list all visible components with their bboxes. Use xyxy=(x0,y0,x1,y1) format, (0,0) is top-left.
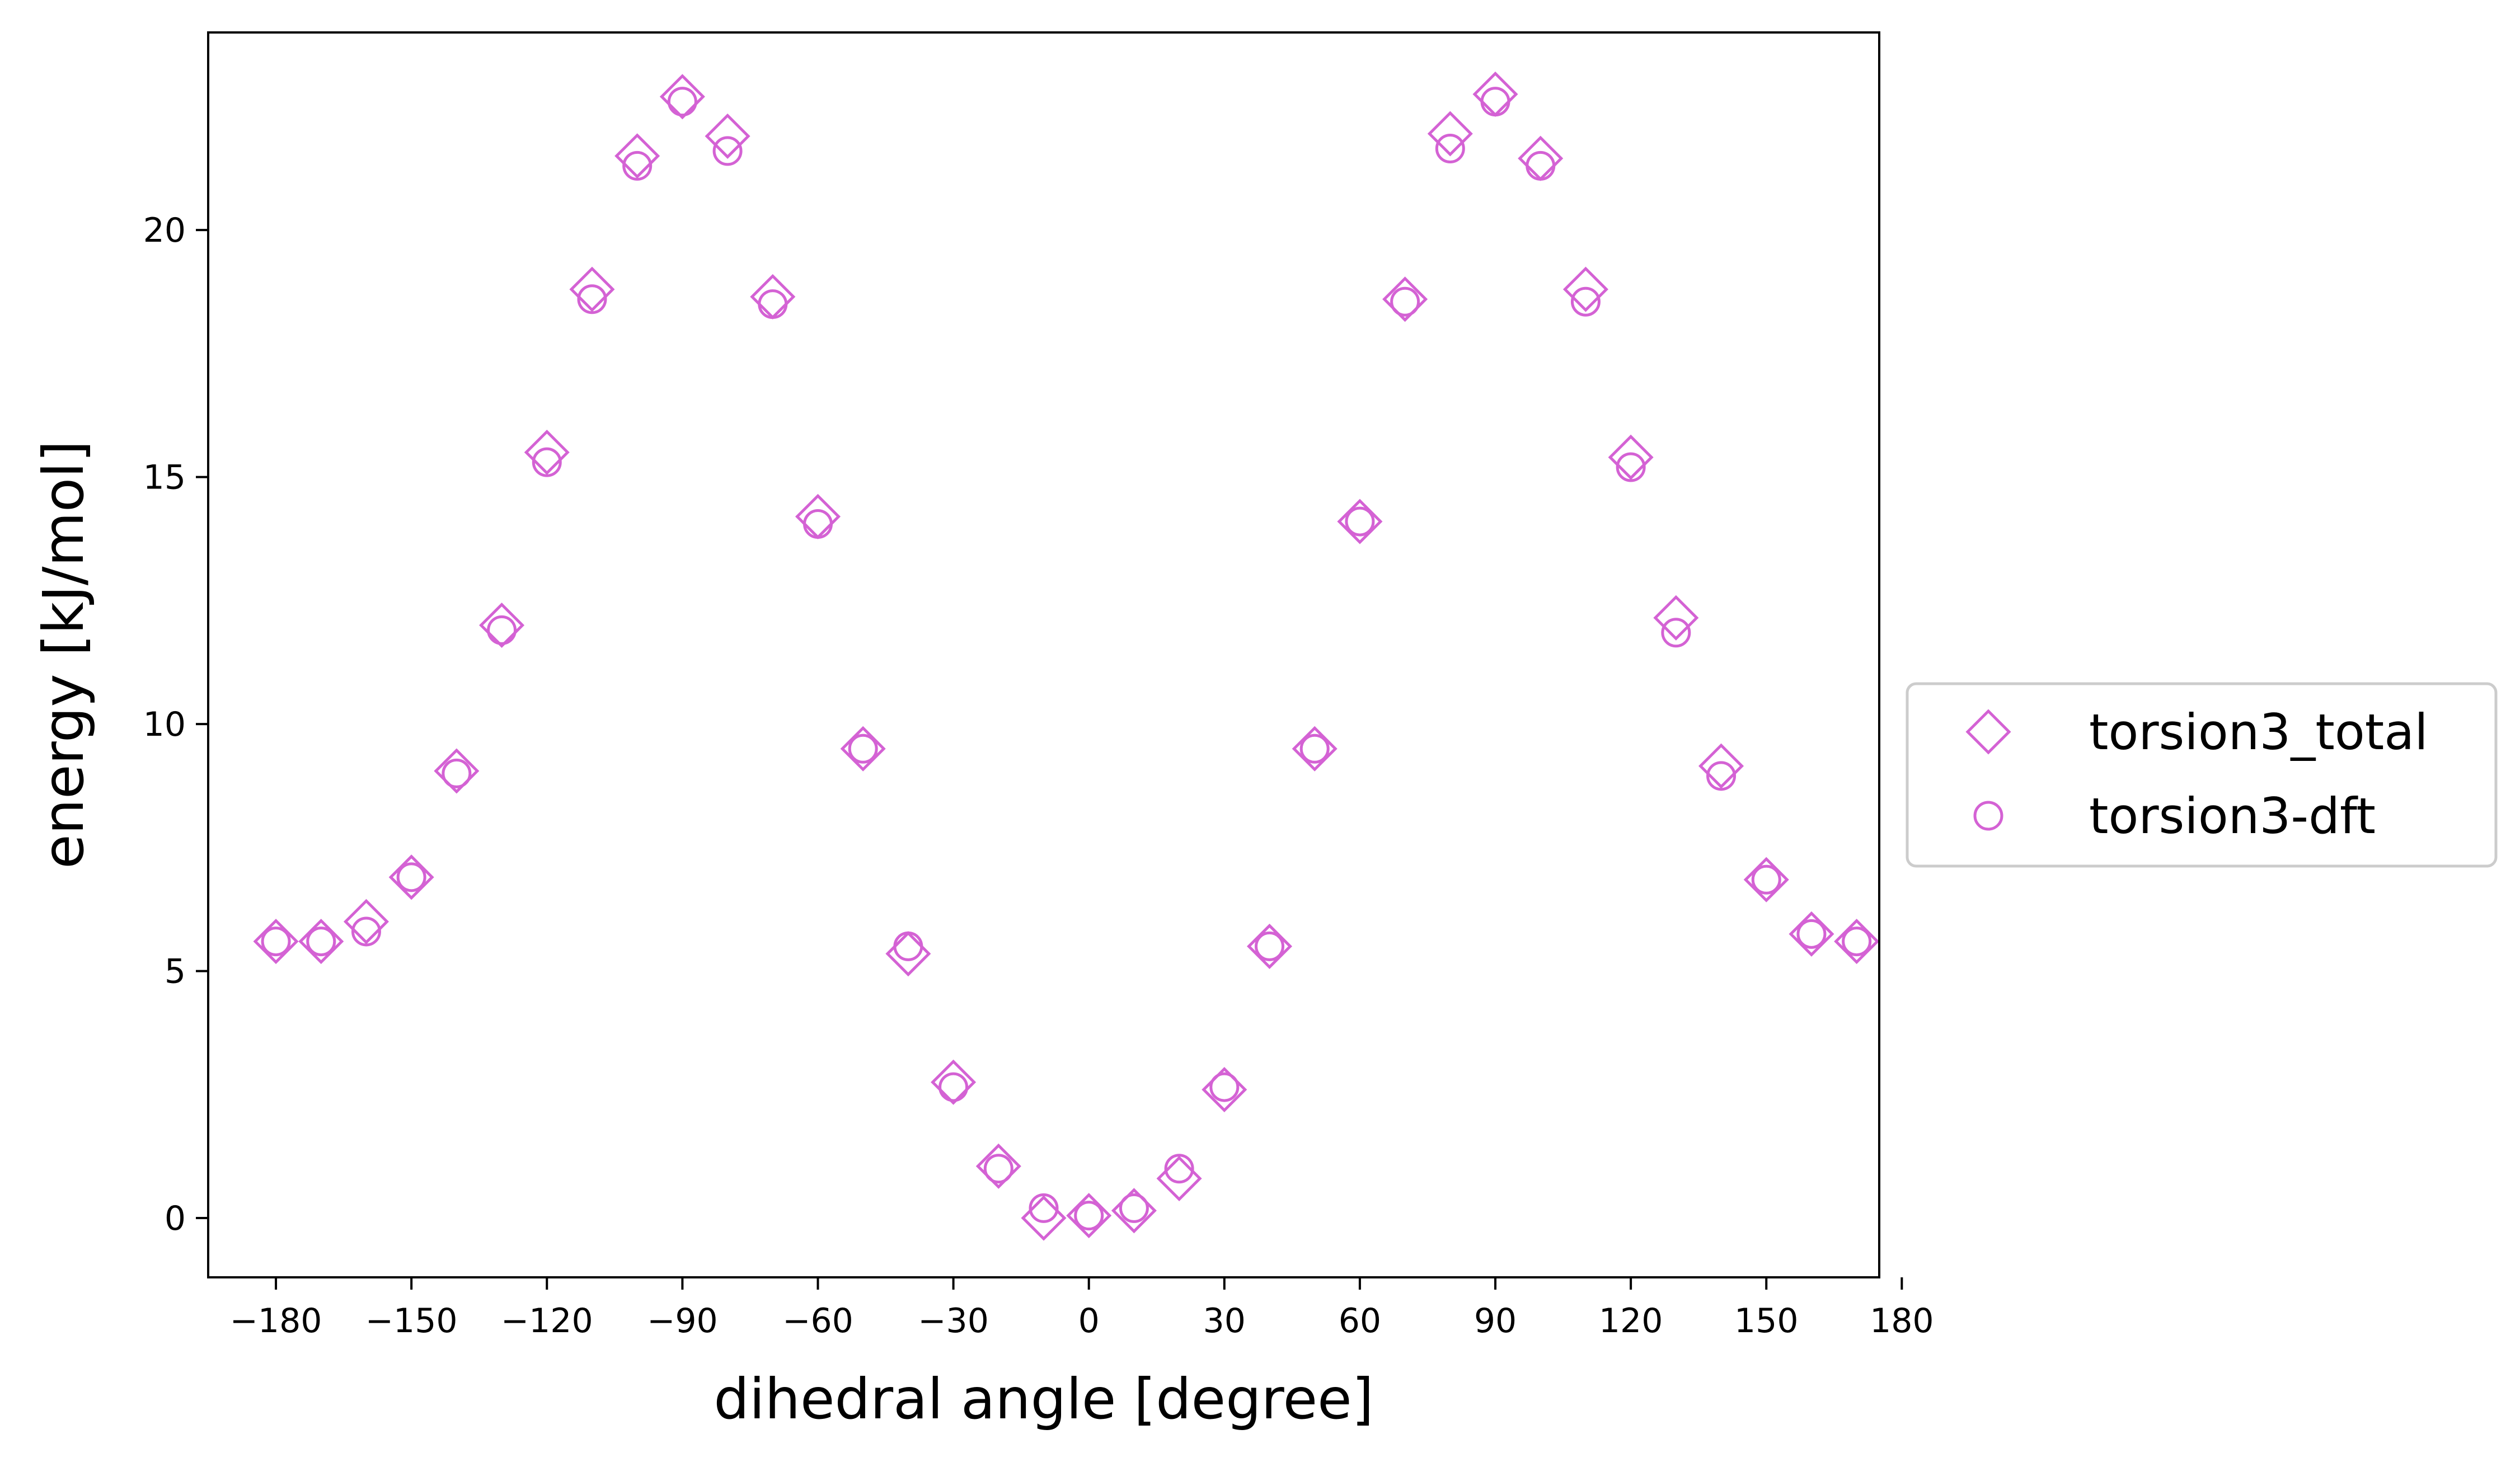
legend-label: torsion3-dft xyxy=(2089,787,2376,845)
y-tick-label: 15 xyxy=(143,458,186,497)
x-tick-label: −30 xyxy=(918,1301,989,1341)
data-point-diamond xyxy=(1789,911,1834,957)
data-point-circle xyxy=(1029,1193,1059,1223)
data-point-diamond xyxy=(569,266,615,312)
data-point-circle xyxy=(261,927,291,957)
data-point-circle xyxy=(577,284,607,314)
data-point-circle xyxy=(893,931,923,961)
data-point-diamond xyxy=(1608,434,1654,480)
data-point-circle xyxy=(758,289,788,319)
data-point-circle xyxy=(1255,931,1285,961)
data-point-diamond xyxy=(1562,266,1608,312)
data-point-circle xyxy=(532,447,562,477)
data-point-diamond xyxy=(705,113,750,159)
data-point-circle xyxy=(983,1154,1013,1184)
data-point-diamond xyxy=(1427,111,1473,157)
data-point-circle xyxy=(487,615,517,645)
data-point-diamond xyxy=(253,919,299,965)
x-tick-label: −120 xyxy=(501,1301,593,1341)
legend-marker-circle xyxy=(1973,801,2003,831)
data-point-diamond xyxy=(931,1059,977,1105)
y-tick-label: 5 xyxy=(165,952,186,991)
data-point-diamond xyxy=(1066,1193,1112,1239)
data-point-circle xyxy=(306,927,336,957)
x-tick-label: −150 xyxy=(365,1301,458,1341)
data-point-diamond xyxy=(434,748,480,794)
x-tick-label: −60 xyxy=(782,1301,853,1341)
data-point-diamond xyxy=(659,74,705,120)
data-point-circle xyxy=(712,136,743,166)
data-point-circle xyxy=(938,1072,969,1102)
x-tick-label: 0 xyxy=(1078,1301,1100,1341)
y-tick-label: 10 xyxy=(143,705,186,744)
data-point-circle xyxy=(1570,286,1601,317)
data-point-circle xyxy=(1209,1072,1240,1102)
y-tick-label: 20 xyxy=(143,211,186,250)
data-point-diamond xyxy=(1292,726,1338,772)
data-point-circle xyxy=(667,87,697,117)
data-point-circle xyxy=(1751,864,1781,895)
data-point-diamond xyxy=(298,919,344,965)
data-point-circle xyxy=(1616,452,1646,482)
series-torsion3-dft xyxy=(261,87,1872,1231)
data-point-circle xyxy=(1661,618,1691,648)
data-point-diamond xyxy=(1653,595,1699,641)
data-point-circle xyxy=(1074,1201,1104,1231)
x-tick-label: −180 xyxy=(230,1301,322,1341)
data-marks xyxy=(253,71,1880,1241)
legend-box xyxy=(1906,682,2498,868)
x-axis-label: dihedral angle [degree] xyxy=(714,1366,1373,1432)
data-point-diamond xyxy=(343,899,389,944)
data-point-circle xyxy=(1119,1193,1149,1223)
data-point-circle xyxy=(1480,87,1510,117)
data-point-circle xyxy=(351,916,381,947)
legend-marker-diamond xyxy=(1965,709,2011,755)
x-tick-label: 30 xyxy=(1203,1301,1246,1341)
legend-label: torsion3_total xyxy=(2089,703,2428,761)
data-point-circle xyxy=(442,758,472,788)
data-point-diamond xyxy=(1834,919,1880,965)
data-point-diamond xyxy=(1743,857,1789,902)
y-tick-label: 0 xyxy=(165,1199,186,1238)
data-point-circle xyxy=(1435,133,1465,163)
data-point-diamond xyxy=(1246,923,1293,969)
y-axis-label: energy [kJ/mol] xyxy=(31,440,96,869)
data-point-diamond xyxy=(479,602,525,648)
x-axis: −180 −150 −120 −90 −60 −30 0 30 60 90 120 150 180 xyxy=(230,1277,1934,1341)
data-point-diamond xyxy=(1382,276,1428,322)
data-point-circle xyxy=(1706,761,1737,791)
y-axis: 0 5 10 15 20 xyxy=(143,211,208,1238)
x-tick-label: 180 xyxy=(1870,1301,1934,1341)
data-point-circle xyxy=(622,151,653,181)
data-point-diamond xyxy=(614,133,660,179)
data-point-diamond xyxy=(975,1143,1021,1189)
data-point-diamond xyxy=(840,726,886,772)
data-point-circle xyxy=(803,509,833,539)
data-point-circle xyxy=(1345,506,1375,537)
data-point-diamond xyxy=(1698,743,1744,789)
data-point-circle xyxy=(1526,151,1556,181)
data-point-diamond xyxy=(1337,499,1383,544)
legend: torsion3_total torsion3-dft xyxy=(1906,682,2498,868)
data-point-circle xyxy=(396,862,426,892)
data-point-circle xyxy=(1390,286,1420,317)
x-tick-label: −90 xyxy=(647,1301,718,1341)
x-tick-label: 120 xyxy=(1599,1301,1663,1341)
plot-area-frame xyxy=(207,31,1880,1278)
data-point-circle xyxy=(1796,919,1827,949)
x-tick-label: 60 xyxy=(1339,1301,1381,1341)
data-point-circle xyxy=(1164,1154,1194,1184)
data-point-circle xyxy=(1842,927,1872,957)
x-tick-label: 90 xyxy=(1474,1301,1517,1341)
x-tick-label: 150 xyxy=(1734,1301,1799,1341)
data-point-circle xyxy=(1299,734,1330,764)
data-point-diamond xyxy=(388,854,434,900)
data-point-circle xyxy=(848,734,878,764)
data-point-diamond xyxy=(524,429,570,476)
